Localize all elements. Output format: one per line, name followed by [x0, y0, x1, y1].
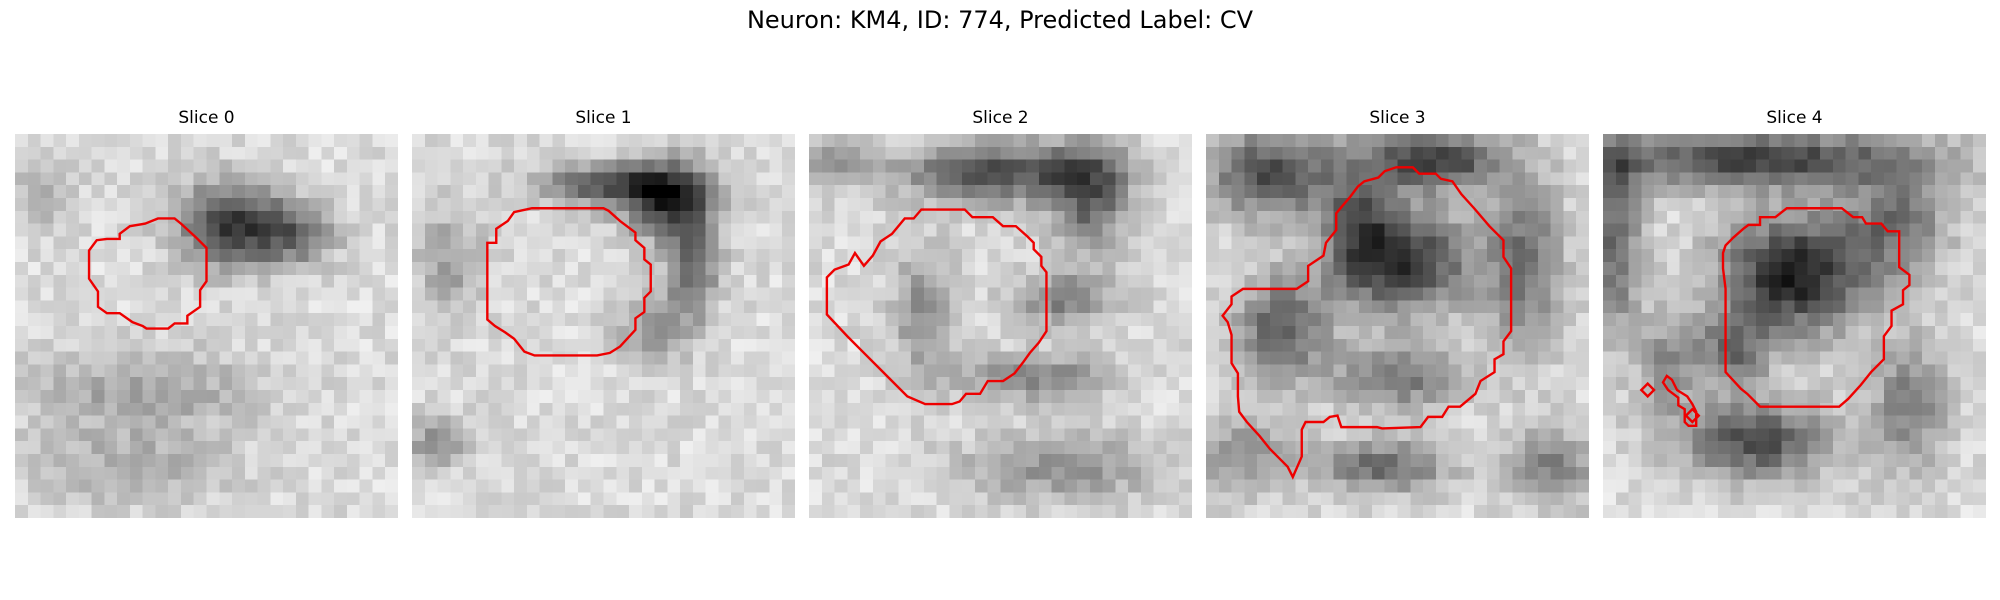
contour-4-0 — [1723, 208, 1909, 406]
slice-title-1: Slice 1 — [575, 108, 632, 128]
slice-image-4 — [1603, 134, 1986, 518]
slice-panel-4: Slice 4 — [1603, 108, 1986, 518]
contour-2-0 — [827, 210, 1047, 405]
slice-title-0: Slice 0 — [178, 108, 235, 128]
slice-image-2 — [809, 134, 1192, 518]
slice-contour-2 — [809, 134, 1192, 518]
slice-panel-1: Slice 1 — [412, 108, 795, 518]
contour-1-0 — [487, 208, 650, 355]
slice-contour-1 — [412, 134, 795, 518]
contour-3-0 — [1223, 167, 1512, 477]
slice-panel-3: Slice 3 — [1206, 108, 1589, 518]
slice-title-4: Slice 4 — [1766, 108, 1823, 128]
figure-title: Neuron: KM4, ID: 774, Predicted Label: C… — [746, 6, 1254, 34]
contour-4-1 — [1663, 376, 1696, 426]
slice-image-1 — [412, 134, 795, 518]
contour-4-3 — [1686, 409, 1699, 422]
slice-image-0 — [15, 134, 398, 518]
slice-panel-2: Slice 2 — [809, 108, 1192, 518]
contour-0-0 — [89, 218, 206, 328]
slice-contour-4 — [1603, 134, 1986, 518]
slice-title-3: Slice 3 — [1369, 108, 1426, 128]
slice-title-2: Slice 2 — [972, 108, 1029, 128]
slice-panel-0: Slice 0 — [15, 108, 398, 518]
contour-4-2 — [1641, 384, 1654, 397]
slice-image-3 — [1206, 134, 1589, 518]
slice-contour-3 — [1206, 134, 1589, 518]
slice-contour-0 — [15, 134, 398, 518]
